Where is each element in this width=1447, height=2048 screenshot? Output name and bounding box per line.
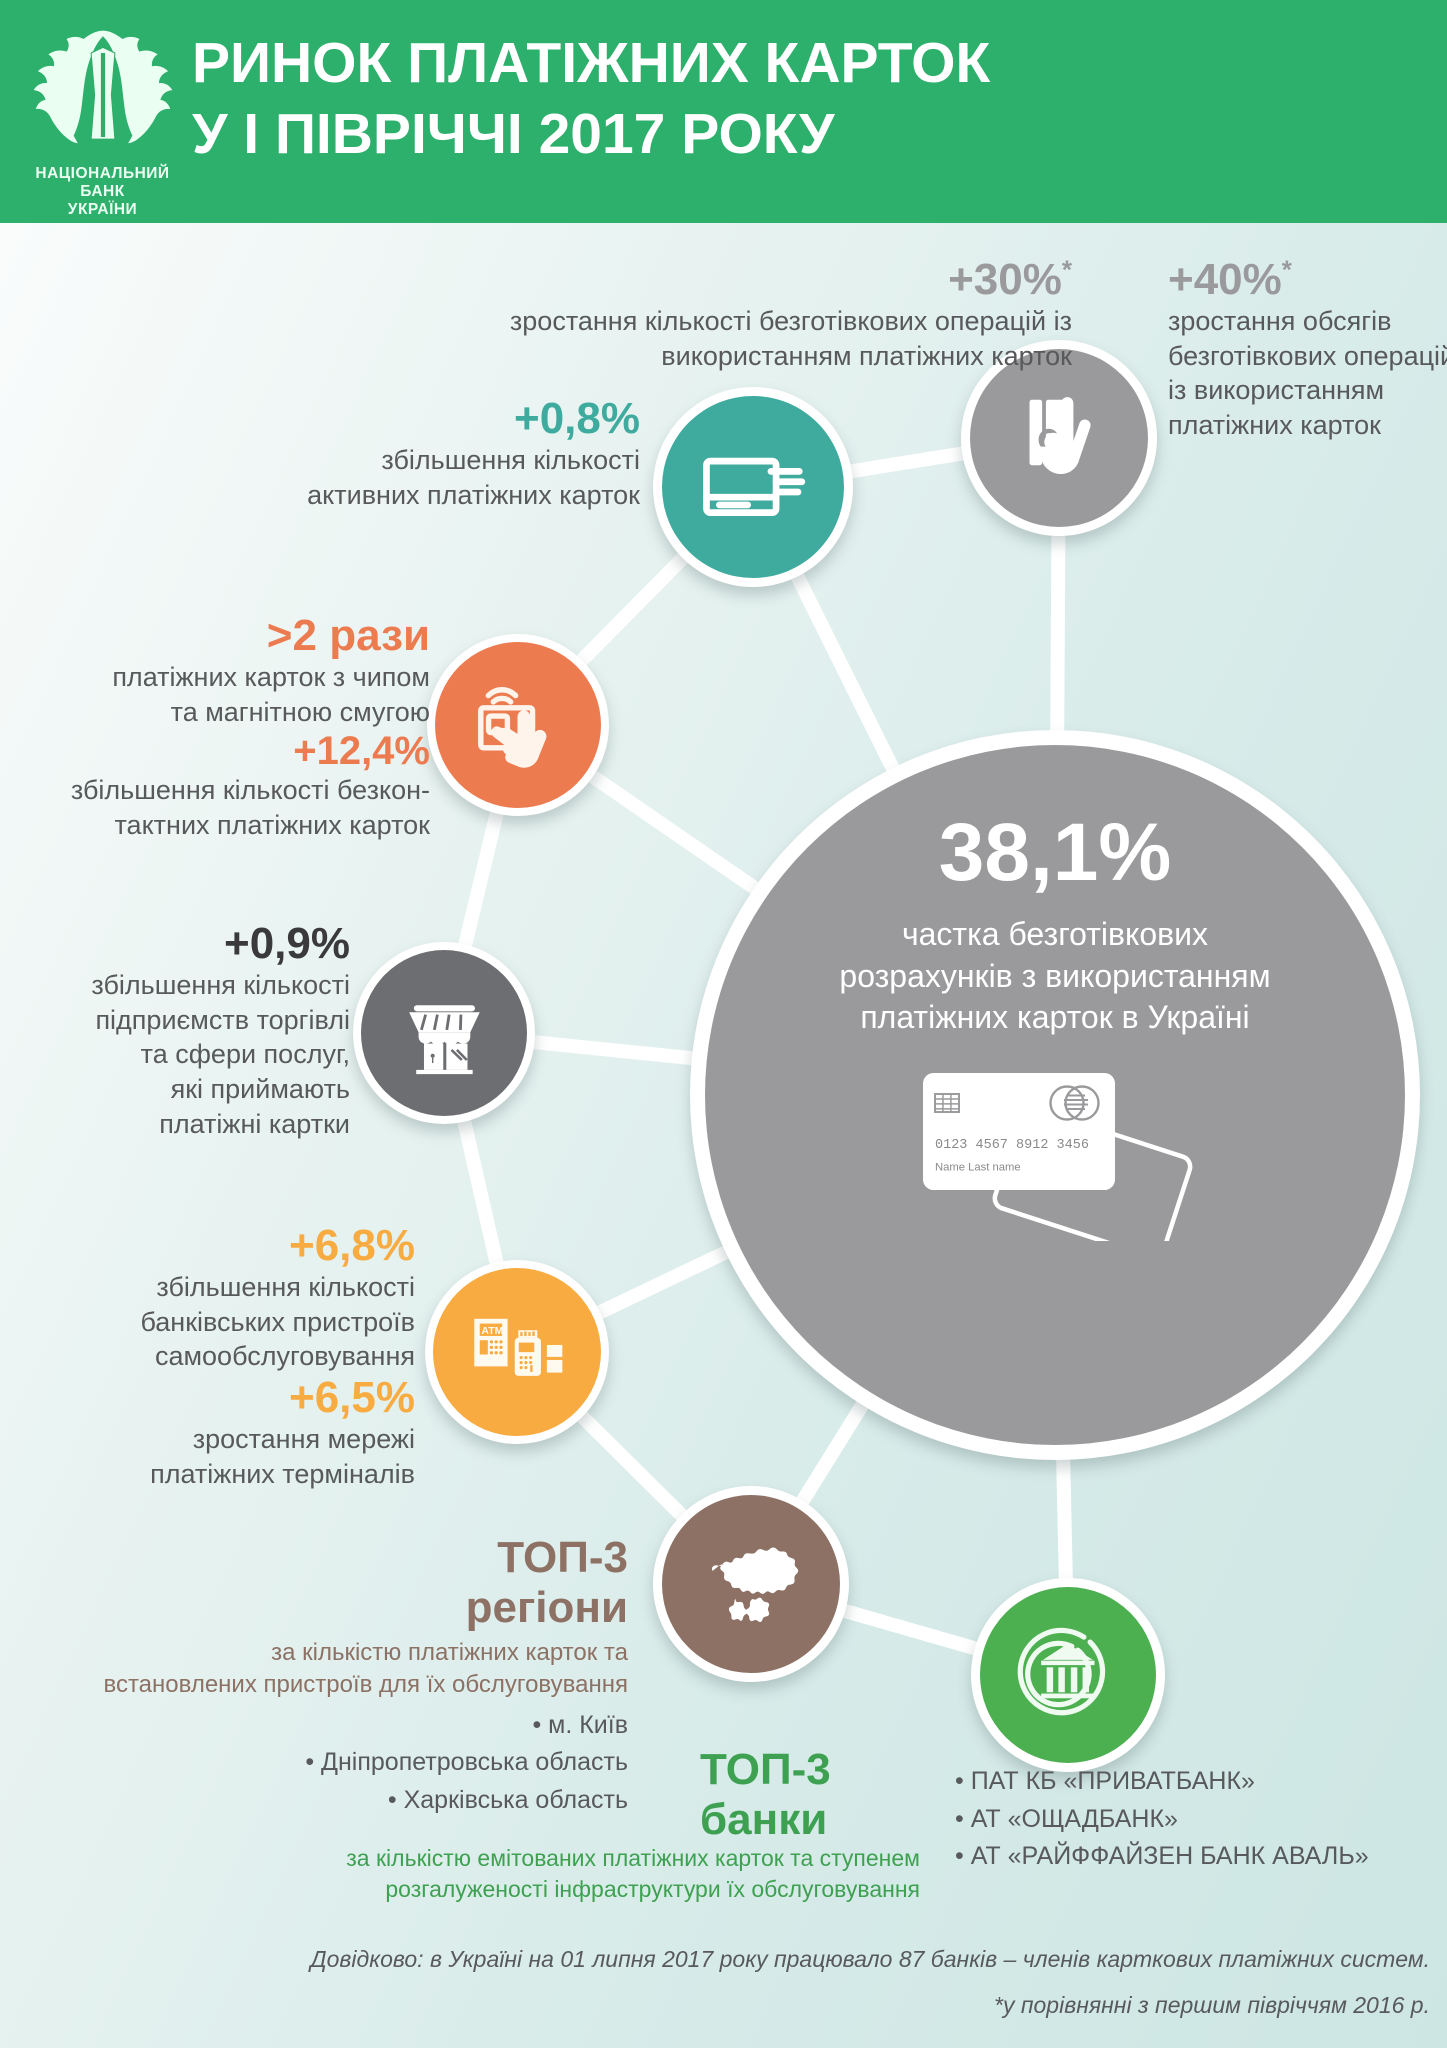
svg-text:0123 4567 8912 3456: 0123 4567 8912 3456: [935, 1138, 1089, 1153]
svg-text:ATM: ATM: [481, 1326, 503, 1337]
svg-text:Name Last name: Name Last name: [935, 1161, 1021, 1173]
